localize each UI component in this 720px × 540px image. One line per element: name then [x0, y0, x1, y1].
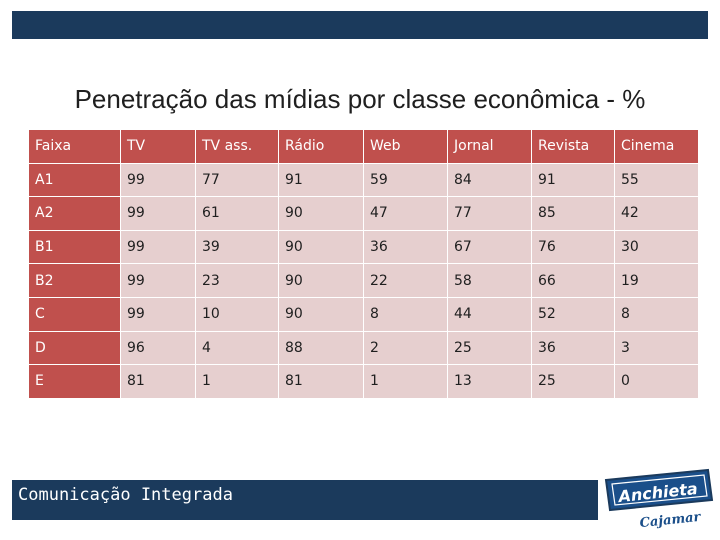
table-cell: 88: [278, 330, 364, 366]
table-cell: 99: [120, 196, 196, 231]
table-cell: 3: [614, 330, 699, 366]
table-cell: 8: [363, 296, 448, 332]
table-cell: 99: [120, 263, 196, 298]
header-faixa: Faixa: [28, 129, 121, 164]
table-cell: 2: [363, 330, 448, 366]
table-cell: 25: [531, 364, 615, 399]
table-cell: 91: [278, 162, 364, 198]
table-cell: 4: [195, 330, 279, 366]
table-cell: 99: [120, 162, 196, 198]
table-row: A1 99 77 91 59 84 91 55: [28, 162, 699, 198]
table-cell: 77: [195, 162, 279, 198]
row-label: D: [28, 330, 121, 366]
slide-title: Penetração das mídias por classe econômi…: [74, 84, 646, 114]
table-cell: 44: [447, 296, 532, 332]
anchieta-logo: Anchieta Cajamar: [604, 468, 714, 531]
table-cell: 58: [447, 263, 532, 298]
logo-badge: Anchieta: [604, 468, 714, 512]
row-label: C: [28, 296, 121, 332]
table-cell: 84: [447, 162, 532, 198]
table-cell: 99: [120, 229, 196, 265]
table-cell: 42: [614, 196, 699, 231]
table-cell: 8: [614, 296, 699, 332]
table-cell: 59: [363, 162, 448, 198]
row-label: B1: [28, 229, 121, 265]
header-web: Web: [363, 129, 448, 164]
logo-subtitle: Cajamar: [639, 510, 702, 531]
table-cell: 90: [278, 296, 364, 332]
table-cell: 90: [278, 196, 364, 231]
table-cell: 81: [120, 364, 196, 399]
header-tv: TV: [120, 129, 196, 164]
table-cell: 30: [614, 229, 699, 265]
row-label: A1: [28, 162, 121, 198]
table-row: E 81 1 81 1 13 25 0: [28, 364, 699, 399]
header-radio: Rádio: [278, 129, 364, 164]
table-cell: 1: [363, 364, 448, 399]
row-label: E: [28, 364, 121, 399]
table-cell: 76: [531, 229, 615, 265]
table-row: C 99 10 90 8 44 52 8: [28, 296, 699, 332]
table-cell: 39: [195, 229, 279, 265]
table-cell: 23: [195, 263, 279, 298]
table-header-row: Faixa TV TV ass. Rádio Web Jornal Revist…: [28, 129, 699, 164]
table-cell: 99: [120, 296, 196, 332]
header-cinema: Cinema: [614, 129, 699, 164]
table-cell: 85: [531, 196, 615, 231]
footer-bar: [12, 480, 598, 520]
header-revista: Revista: [531, 129, 615, 164]
table-cell: 19: [614, 263, 699, 298]
table-row: A2 99 61 90 47 77 85 42: [28, 196, 699, 231]
table-cell: 36: [363, 229, 448, 265]
table-row: D 96 4 88 2 25 36 3: [28, 330, 699, 366]
table-cell: 1: [195, 364, 279, 399]
table-cell: 90: [278, 263, 364, 298]
table-cell: 77: [447, 196, 532, 231]
table-cell: 67: [447, 229, 532, 265]
table-cell: 52: [531, 296, 615, 332]
row-label: A2: [28, 196, 121, 231]
table-cell: 10: [195, 296, 279, 332]
table-cell: 90: [278, 229, 364, 265]
table-cell: 61: [195, 196, 279, 231]
table-row: B1 99 39 90 36 67 76 30: [28, 229, 699, 265]
table-cell: 66: [531, 263, 615, 298]
top-banner: [12, 11, 708, 39]
table-cell: 25: [447, 330, 532, 366]
header-tv-ass: TV ass.: [195, 129, 279, 164]
table-cell: 13: [447, 364, 532, 399]
footer-text: Comunicação Integrada: [18, 485, 233, 505]
header-jornal: Jornal: [447, 129, 532, 164]
table-cell: 36: [531, 330, 615, 366]
table-cell: 55: [614, 162, 699, 198]
table-cell: 47: [363, 196, 448, 231]
table-row: B2 99 23 90 22 58 66 19: [28, 263, 699, 298]
table-cell: 0: [614, 364, 699, 399]
table-cell: 96: [120, 330, 196, 366]
media-penetration-table: Faixa TV TV ass. Rádio Web Jornal Revist…: [28, 129, 699, 399]
row-label: B2: [28, 263, 121, 298]
table-cell: 81: [278, 364, 364, 399]
table-cell: 91: [531, 162, 615, 198]
table-cell: 22: [363, 263, 448, 298]
